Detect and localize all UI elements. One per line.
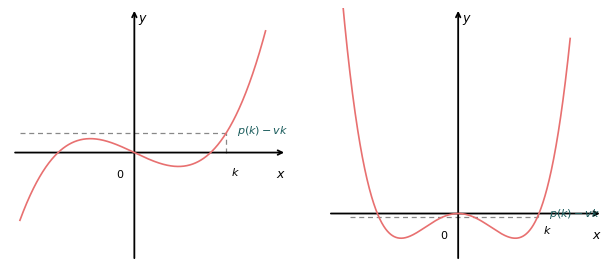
Text: $x$: $x$: [592, 229, 602, 242]
Text: $k$: $k$: [231, 167, 240, 178]
Text: $p(k)-vk$: $p(k)-vk$: [549, 207, 600, 221]
Text: $y$: $y$: [138, 13, 148, 27]
Text: $0$: $0$: [116, 168, 125, 180]
Text: $y$: $y$: [462, 13, 472, 27]
Text: $0$: $0$: [440, 229, 448, 241]
Text: $k$: $k$: [543, 224, 552, 236]
Text: $p(k)-vk$: $p(k)-vk$: [237, 124, 288, 138]
Text: $x$: $x$: [277, 168, 287, 181]
